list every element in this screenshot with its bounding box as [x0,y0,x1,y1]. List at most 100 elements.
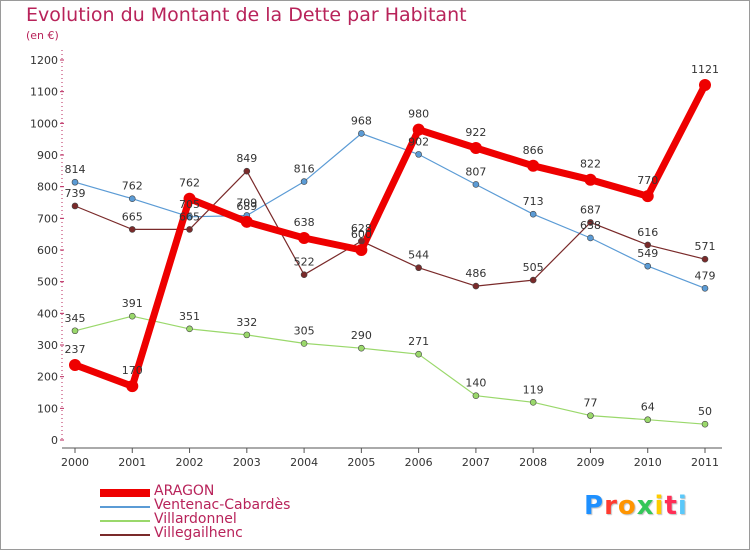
logo-letter: x [636,491,655,521]
x-tick-label: 2008 [519,456,547,469]
series-line-ventenac-cabardes [74,132,706,289]
x-tick-label: 2000 [61,456,89,469]
data-point-villegailhenc [472,282,480,290]
y-tick-label: 0 [51,434,58,447]
data-label-villardonnel: 391 [122,297,143,310]
data-label-aragon: 922 [465,126,486,139]
legend-swatch [100,506,150,508]
data-label-ventenac-cabardes: 968 [351,114,372,127]
data-point-villegailhenc [587,219,594,226]
x-tick-label: 2007 [462,456,490,469]
data-label-villegailhenc: 628 [351,222,372,235]
data-label-villegailhenc: 571 [695,240,716,253]
data-point-villardonnel [587,412,594,419]
data-point-ventenac-cabardes [300,178,308,185]
data-point-villardonnel [701,420,709,428]
data-point-ventenac-cabardes [358,130,365,137]
data-label-aragon: 689 [236,200,257,213]
data-label-aragon: 170 [122,364,143,377]
x-tick-label: 2005 [347,456,375,469]
logo-letter: i [677,491,688,521]
data-label-aragon: 237 [65,343,86,356]
data-point-ventenac-cabardes [587,234,594,242]
data-point-ventenac-cabardes [529,210,537,218]
data-point-villegailhenc [415,264,422,272]
y-tick-label: 100 [37,402,58,415]
x-tick-label: 2002 [176,456,204,469]
data-point-villegailhenc [300,271,308,279]
data-label-villegailhenc: 849 [236,152,257,165]
data-label-villardonnel: 345 [65,312,86,325]
data-label-aragon: 600 [351,228,372,241]
data-label-villardonnel: 140 [465,377,486,390]
data-label-villardonnel: 271 [408,335,429,348]
legend-label: ARAGON [154,483,215,499]
data-label-villegailhenc: 616 [637,226,658,239]
data-point-villardonnel [243,331,251,339]
data-label-aragon: 762 [179,177,200,190]
data-point-aragon [469,142,482,155]
data-label-ventenac-cabardes: 816 [294,163,315,176]
data-point-aragon [412,123,425,136]
data-point-aragon [69,358,81,371]
data-label-villardonnel: 64 [641,401,655,414]
chart-subtitle: (en €) [26,29,59,42]
data-point-aragon [355,244,368,256]
y-tick-label: 900 [37,149,58,162]
data-point-aragon [126,380,139,393]
y-tick-label: 600 [37,244,58,257]
data-label-villardonnel: 351 [179,310,200,323]
data-label-villardonnel: 119 [523,383,544,396]
data-label-aragon: 866 [523,144,544,157]
data-label-ventenac-cabardes: 709 [236,196,257,209]
data-label-ventenac-cabardes: 638 [580,219,601,232]
logo-letter: P [584,491,605,521]
data-point-aragon [183,192,196,205]
data-point-ventenac-cabardes [415,151,422,158]
proxiti-logo: Proxiti [584,491,688,521]
data-point-villardonnel [358,344,365,352]
x-tick-label: 2006 [405,456,433,469]
data-point-aragon [527,159,540,172]
data-point-villegailhenc [243,167,251,175]
data-point-villardonnel [71,327,79,335]
data-point-villegailhenc [71,202,79,210]
data-label-villardonnel: 290 [351,329,372,342]
data-label-aragon: 980 [408,108,429,121]
y-tick-label: 200 [37,371,58,384]
data-point-villegailhenc [701,255,709,263]
legend-swatch [100,520,150,522]
data-point-villardonnel [415,350,422,358]
y-tick-label: 300 [37,339,58,352]
x-tick-label: 2001 [118,456,146,469]
data-label-aragon: 1121 [691,63,719,76]
x-tick-label: 2009 [576,456,604,469]
x-tick-label: 2010 [634,456,662,469]
data-point-ventenac-cabardes [71,178,79,186]
data-point-villegailhenc [186,226,193,233]
data-label-ventenac-cabardes: 814 [65,163,86,176]
legend-label: Ventenac-Cabardès [154,497,291,513]
y-tick-label: 400 [37,307,58,320]
data-point-aragon [641,190,654,203]
legend-label: Villegailhenc [154,525,243,541]
data-label-aragon: 822 [580,158,601,171]
x-tick-label: 2004 [290,456,318,469]
legend-swatch [100,489,150,497]
data-point-villardonnel [186,325,193,333]
logo-letter: i [654,491,665,521]
logo-letter: r [604,491,618,521]
data-label-villegailhenc: 544 [408,249,429,262]
data-point-ventenac-cabardes [128,195,136,202]
data-point-villegailhenc [128,226,136,233]
data-labels: 814 762 705 709 816 968 902 807 713 638 549 479 345 3… [65,63,720,418]
data-label-villardonnel: 77 [583,397,597,410]
data-label-ventenac-cabardes: 902 [408,135,429,148]
series-line-aragon [73,83,709,390]
data-label-ventenac-cabardes: 762 [122,180,143,193]
data-point-aragon [240,215,253,228]
data-label-villardonnel: 305 [294,324,315,337]
data-label-villegailhenc: 522 [294,256,315,269]
